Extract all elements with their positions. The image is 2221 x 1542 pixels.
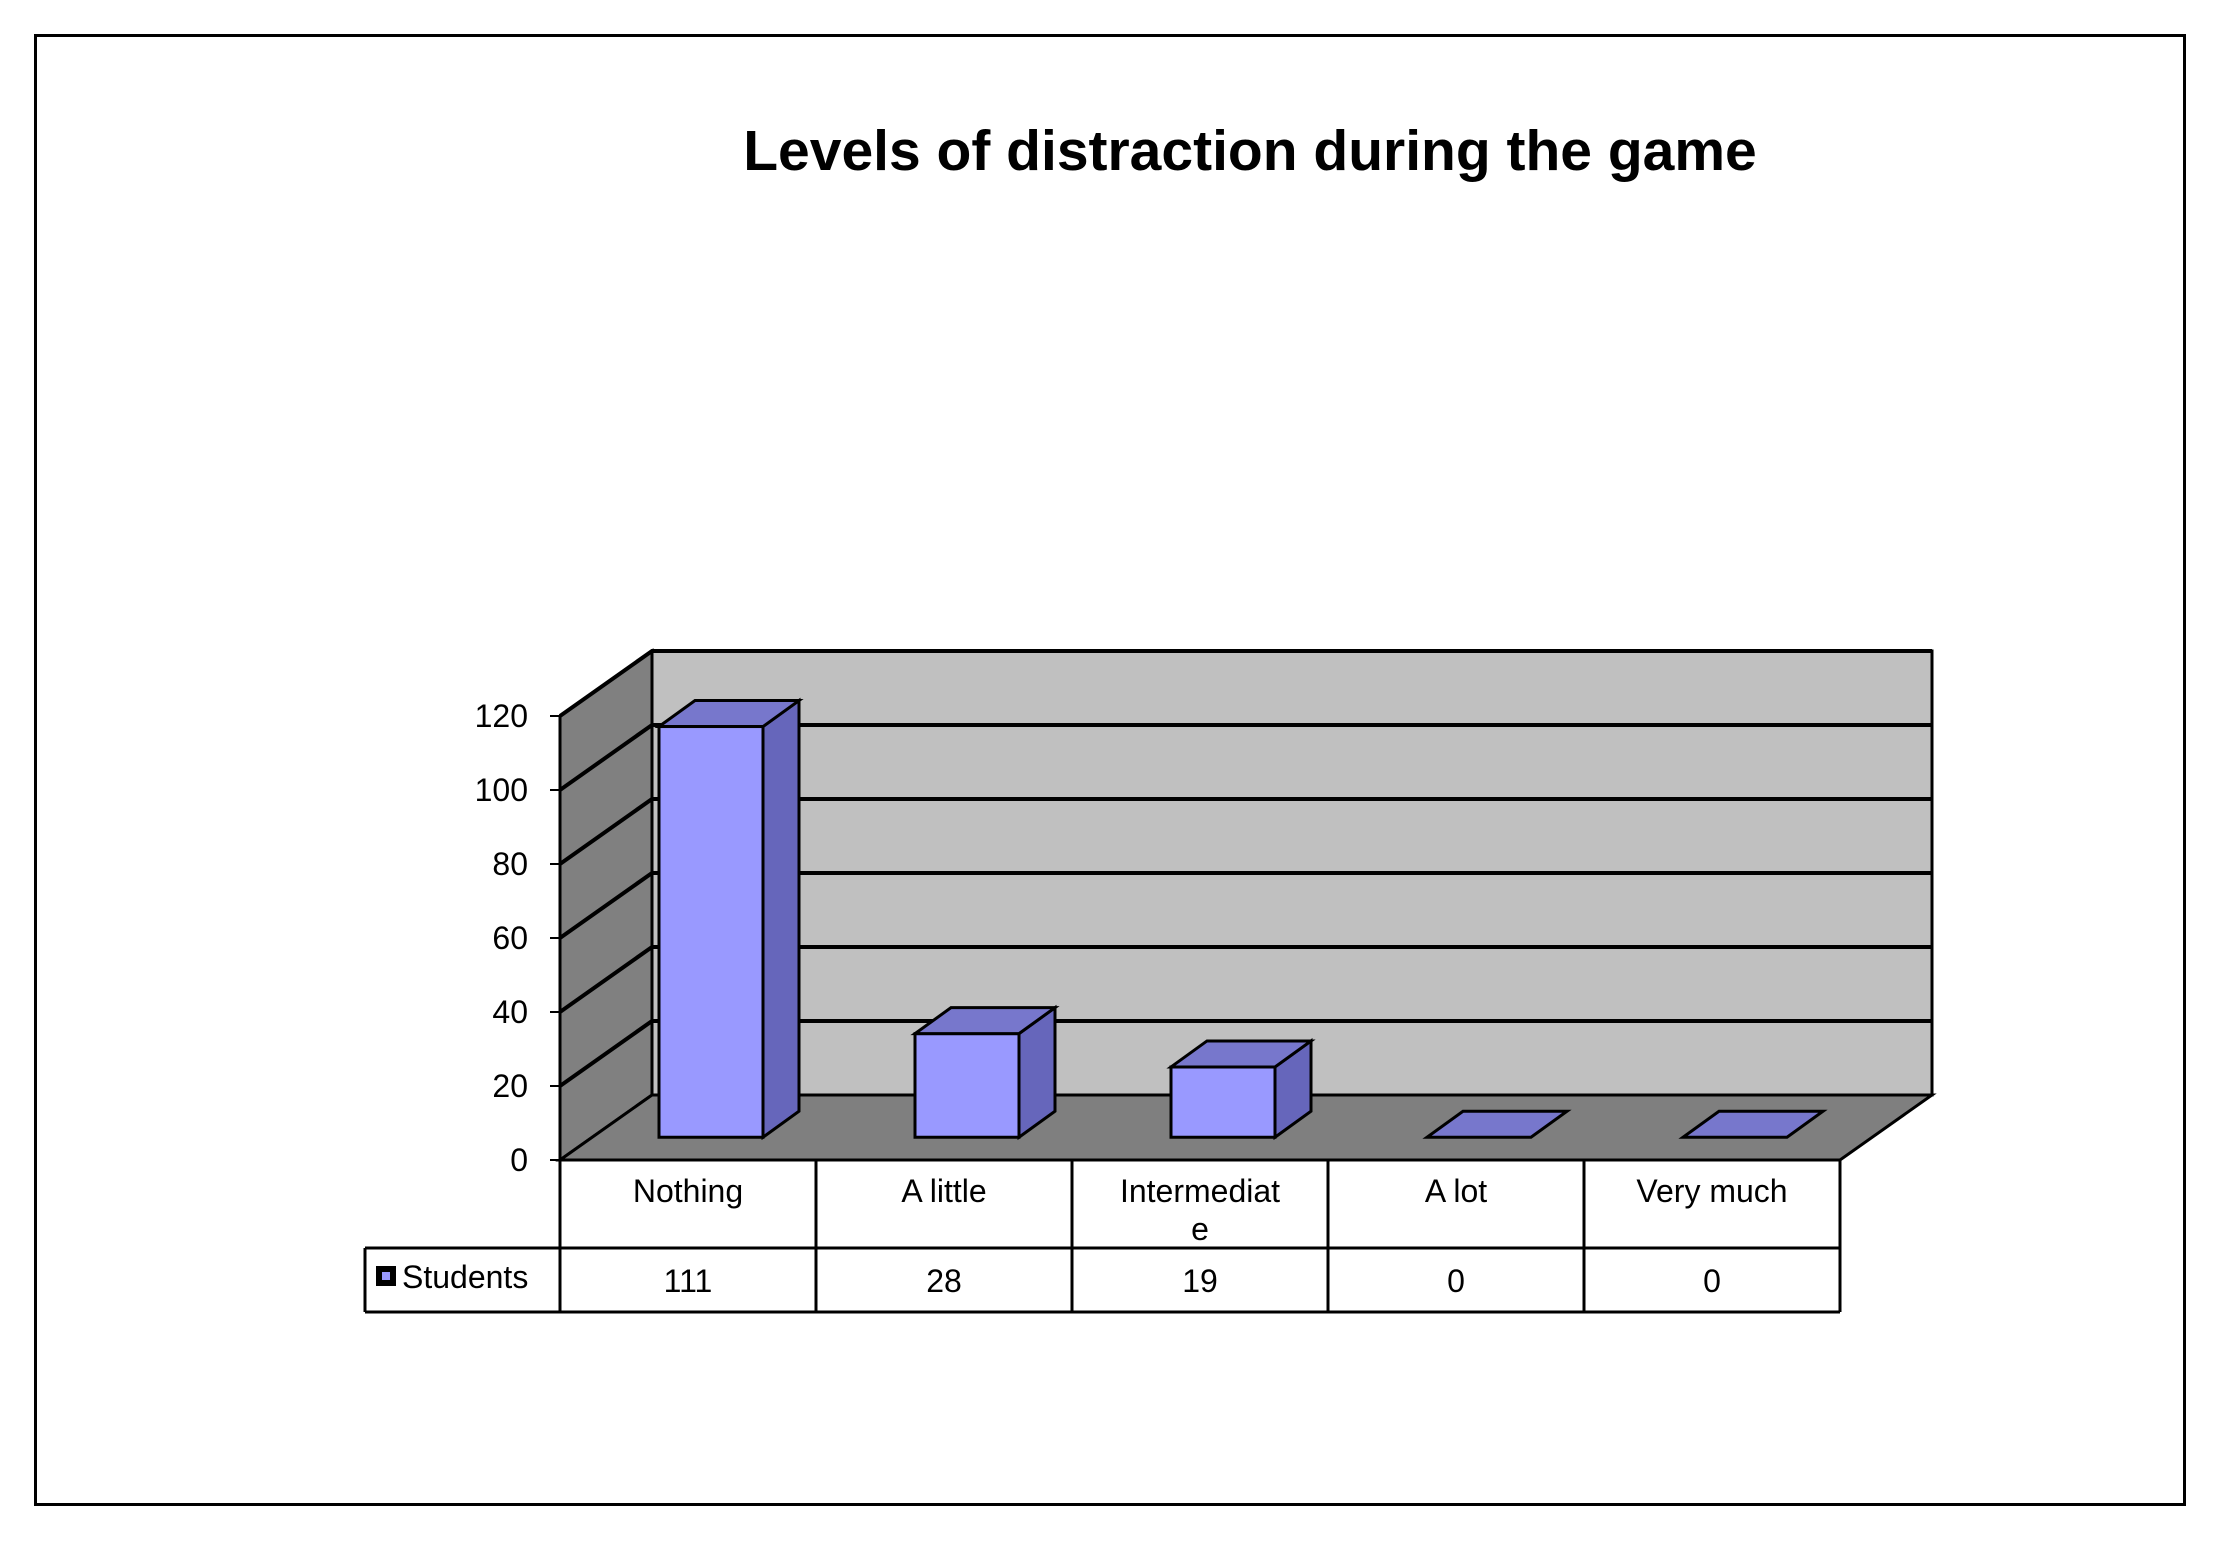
bar-front — [1169, 1065, 1277, 1139]
bar — [1678, 1109, 1828, 1139]
gridline — [558, 797, 1932, 866]
x-tick-label: A lot — [1425, 1173, 1487, 1209]
data-label: 0 — [1447, 1263, 1465, 1299]
x-tick-label: Intermediat — [1120, 1173, 1280, 1209]
gridline — [558, 945, 1932, 1014]
legend-key-fill — [382, 1272, 390, 1280]
y-tick-label: 0 — [510, 1142, 528, 1178]
bar-top — [1166, 1039, 1316, 1069]
gridlines — [558, 649, 1932, 1088]
bar-top — [1422, 1109, 1572, 1139]
data-label: 28 — [926, 1263, 962, 1299]
gridline — [558, 871, 1932, 940]
bar — [910, 1004, 1060, 1141]
chart-frame — [34, 34, 2186, 1506]
bar — [1422, 1109, 1572, 1139]
gridline — [558, 1019, 1932, 1088]
y-tick-label: 60 — [492, 920, 528, 956]
x-tick-label: A little — [901, 1173, 986, 1209]
data-label: 0 — [1703, 1263, 1721, 1299]
gridline — [558, 649, 1932, 718]
gridline — [558, 723, 1932, 792]
bar-top — [910, 1006, 1060, 1036]
data-label: 111 — [664, 1263, 713, 1299]
bar-top — [1678, 1109, 1828, 1139]
y-axis: 0 20 40 60 80 100 120 — [475, 698, 560, 1178]
x-tick-label: Very much — [1636, 1173, 1787, 1209]
x-tick-label: Nothing — [633, 1173, 743, 1209]
bar-front — [913, 1032, 1021, 1139]
y-tick-label: 120 — [475, 698, 528, 734]
bar-front — [657, 725, 765, 1139]
chart-title: Levels of distraction during the game — [743, 119, 1757, 183]
y-tick-label: 100 — [475, 772, 528, 808]
bar — [654, 697, 804, 1141]
x-tick-label: e — [1191, 1211, 1209, 1247]
y-tick-label: 20 — [492, 1068, 528, 1104]
y-tick-label: 80 — [492, 846, 528, 882]
legend-label: Students — [402, 1259, 528, 1295]
bar-side — [761, 697, 801, 1141]
y-tick-label: 40 — [492, 994, 528, 1030]
bars — [654, 697, 1828, 1141]
bar-top — [654, 699, 804, 729]
bar — [1166, 1038, 1316, 1141]
data-label: 19 — [1182, 1263, 1218, 1299]
